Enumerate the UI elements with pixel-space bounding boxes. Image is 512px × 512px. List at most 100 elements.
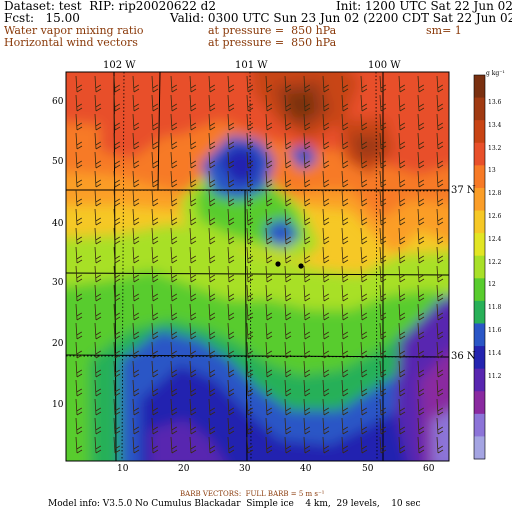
wind-barb xyxy=(360,360,368,378)
colorbar-swatch xyxy=(474,97,485,121)
wind-barb xyxy=(113,360,121,378)
wind-barb xyxy=(227,360,235,378)
station-marker xyxy=(298,263,304,269)
wind-barb xyxy=(341,113,349,131)
wind-barb xyxy=(322,151,330,169)
field2-name: Horizontal wind vectors xyxy=(4,36,138,49)
wind-barb xyxy=(284,284,292,302)
wind-barb xyxy=(265,246,273,264)
wind-barb xyxy=(75,284,83,302)
y-tick-label: 20 xyxy=(52,339,64,349)
wind-barb xyxy=(322,246,330,264)
wind-barb xyxy=(246,132,254,150)
wind-barb xyxy=(265,322,273,340)
wind-barb xyxy=(132,322,140,340)
wind-barb xyxy=(417,360,425,378)
wind-barb xyxy=(94,246,102,264)
latitude-label: 36 N xyxy=(451,351,476,362)
wind-barb xyxy=(208,284,216,302)
wind-barb xyxy=(379,341,387,359)
wind-barb xyxy=(379,379,387,397)
wind-barb xyxy=(379,398,387,416)
wind-barb xyxy=(246,189,254,207)
wind-barb xyxy=(341,284,349,302)
wind-barb xyxy=(94,75,102,93)
wind-barb xyxy=(75,360,83,378)
wind-barb xyxy=(189,75,197,93)
wind-barb xyxy=(208,94,216,112)
wind-barb xyxy=(132,151,140,169)
wind-barb xyxy=(322,284,330,302)
wind-barb xyxy=(379,208,387,226)
wind-barb xyxy=(398,379,406,397)
wind-barb xyxy=(151,151,159,169)
x-tick-label: 30 xyxy=(239,464,251,474)
wind-barb xyxy=(151,265,159,283)
colorbar-unit: g kg⁻¹ xyxy=(486,70,505,77)
wind-barb xyxy=(113,436,121,454)
wind-barb xyxy=(208,189,216,207)
wind-barb xyxy=(132,436,140,454)
wind-barb xyxy=(417,322,425,340)
colorbar-label: 12.4 xyxy=(488,235,502,243)
wind-barb xyxy=(303,341,311,359)
wind-barb xyxy=(189,303,197,321)
wind-barb xyxy=(227,417,235,435)
wind-barb xyxy=(360,227,368,245)
wind-barb xyxy=(132,398,140,416)
wind-barb xyxy=(113,284,121,302)
wind-barb xyxy=(265,94,273,112)
wind-barb xyxy=(246,322,254,340)
wind-barb xyxy=(284,398,292,416)
wind-barb xyxy=(189,170,197,188)
wind-barb xyxy=(303,170,311,188)
wind-barb xyxy=(94,436,102,454)
colorbar-label: 13.4 xyxy=(488,121,502,129)
wind-barb xyxy=(132,246,140,264)
wind-barb xyxy=(284,246,292,264)
wind-barb xyxy=(284,170,292,188)
wind-barb xyxy=(436,265,444,283)
wind-barb xyxy=(322,75,330,93)
wind-barb xyxy=(94,227,102,245)
wind-barb xyxy=(75,113,83,131)
wind-barb xyxy=(227,94,235,112)
wind-barb xyxy=(303,379,311,397)
wind-barb xyxy=(265,284,273,302)
wind-barb xyxy=(94,113,102,131)
wind-barb xyxy=(360,151,368,169)
wind-barb xyxy=(132,132,140,150)
wind-barb xyxy=(113,113,121,131)
wind-barb xyxy=(303,94,311,112)
wind-barb xyxy=(151,227,159,245)
wind-barb xyxy=(436,341,444,359)
colorbar-label: 11.2 xyxy=(488,372,502,380)
wind-barb xyxy=(303,75,311,93)
wind-barb xyxy=(132,189,140,207)
wind-barb xyxy=(170,417,178,435)
wind-barb xyxy=(246,284,254,302)
wind-barb xyxy=(113,322,121,340)
wind-barb xyxy=(398,189,406,207)
wind-barb xyxy=(132,170,140,188)
wind-barb xyxy=(379,303,387,321)
wind-barb xyxy=(75,151,83,169)
moisture-field xyxy=(66,72,449,461)
wind-barb xyxy=(341,341,349,359)
wind-barb xyxy=(284,189,292,207)
wind-barb xyxy=(189,341,197,359)
wind-barb xyxy=(132,227,140,245)
wind-barb xyxy=(75,189,83,207)
wind-barb xyxy=(284,322,292,340)
wind-barb xyxy=(227,265,235,283)
wind-barb xyxy=(284,303,292,321)
wind-barb xyxy=(360,189,368,207)
wind-barb xyxy=(208,322,216,340)
wind-barb xyxy=(436,170,444,188)
wind-barb xyxy=(227,322,235,340)
wind-barb xyxy=(303,322,311,340)
wind-barb xyxy=(284,417,292,435)
y-tick-label: 10 xyxy=(52,400,64,410)
wind-barb xyxy=(398,208,406,226)
wind-barb xyxy=(265,341,273,359)
